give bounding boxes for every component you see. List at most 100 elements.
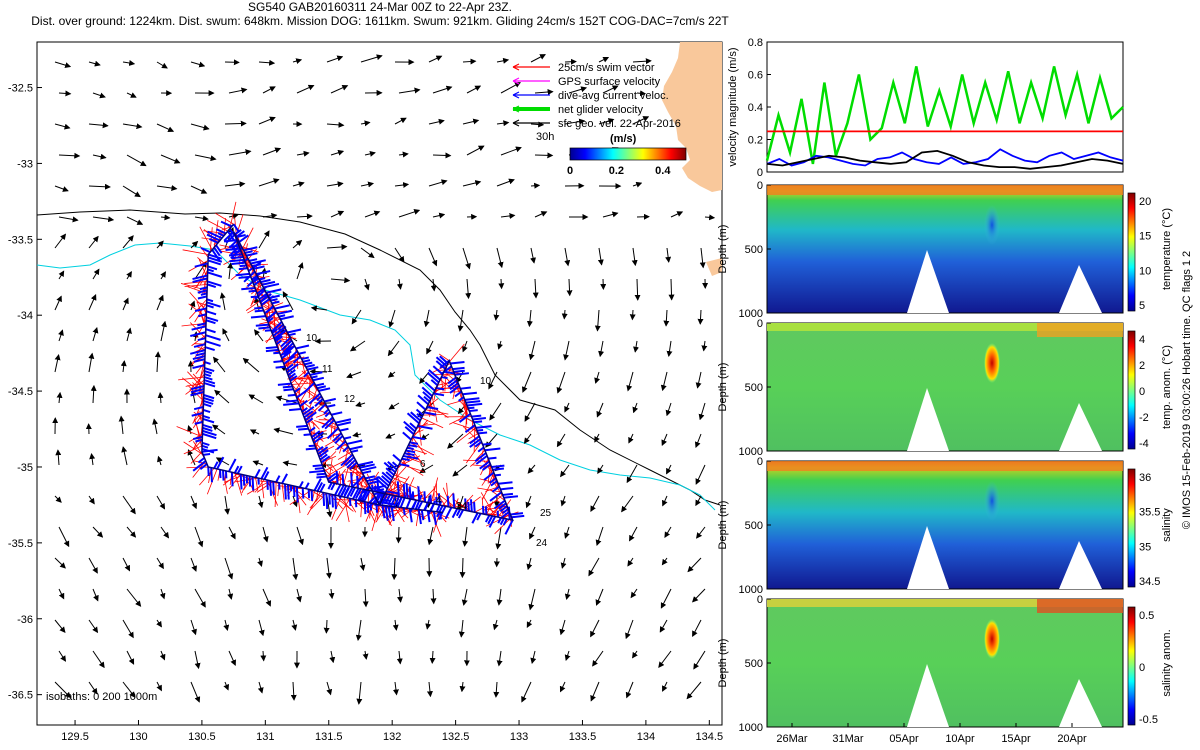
geo-velocity-arrow xyxy=(292,58,303,64)
dac-vector xyxy=(230,472,234,487)
dac-vector xyxy=(340,453,354,467)
geo-velocity-arrow xyxy=(292,181,305,188)
dac-vector xyxy=(497,517,502,524)
swim-vector xyxy=(184,280,208,284)
colorbar-label: temperature (°C) xyxy=(1161,208,1173,290)
dac-vector xyxy=(288,372,296,379)
dac-vector xyxy=(349,461,358,470)
geo-velocity-arrow xyxy=(122,297,129,311)
geo-velocity-arrow xyxy=(632,116,650,125)
swim-vector xyxy=(456,427,477,444)
dac-vector xyxy=(357,488,365,502)
dac-vector xyxy=(333,484,342,497)
dac-vector xyxy=(292,485,296,498)
colorbar-label: salinity anom. xyxy=(1161,629,1173,696)
dac-vector xyxy=(208,238,219,244)
colorbar-tick-label: 5 xyxy=(1139,300,1145,312)
geo-velocity-arrow xyxy=(88,619,99,634)
swim-vector xyxy=(260,301,270,309)
dac-vector xyxy=(446,495,450,507)
geo-velocity-arrow xyxy=(564,526,570,539)
date-tick-label: 31Mar xyxy=(832,733,864,745)
geo-velocity-arrow xyxy=(126,327,132,342)
dac-vector xyxy=(319,453,328,461)
dac-vector xyxy=(286,399,298,403)
dac-vector xyxy=(280,339,293,351)
dac-vector xyxy=(191,325,207,331)
dac-vector xyxy=(471,512,479,524)
geo-velocity-arrow xyxy=(568,86,588,94)
dac-vector xyxy=(205,319,216,325)
geo-velocity-arrow xyxy=(489,402,502,421)
swim-vector xyxy=(453,422,478,432)
geo-velocity-arrow xyxy=(427,526,434,546)
swim-vector xyxy=(291,382,315,385)
dac-vector xyxy=(363,501,367,515)
date-tick-label: 10Apr xyxy=(945,733,975,745)
dac-vector xyxy=(283,402,299,406)
swim-vector xyxy=(195,422,203,449)
dac-vector xyxy=(206,233,221,242)
legend-label: dive-avg current veloc. xyxy=(558,90,669,102)
dac-vector xyxy=(190,388,205,394)
geo-velocity-arrow xyxy=(602,85,619,94)
geo-velocity-arrow xyxy=(122,619,134,639)
dac-vector xyxy=(346,439,363,445)
geo-velocity-arrow xyxy=(394,247,405,263)
dac-vector xyxy=(381,505,386,519)
dac-vector xyxy=(192,277,208,284)
dac-vector xyxy=(484,447,501,452)
dac-vector xyxy=(502,492,514,496)
dac-vector xyxy=(312,431,324,441)
geo-velocity-arrow xyxy=(432,85,453,94)
dac-vector xyxy=(488,456,497,460)
geo-velocity-arrow xyxy=(156,240,164,249)
geo-velocity-arrow xyxy=(660,371,668,392)
geo-velocity-arrow xyxy=(626,464,638,484)
swim-vector xyxy=(199,384,204,408)
geo-velocity-arrow xyxy=(58,588,65,600)
geo-velocity-arrow xyxy=(590,495,600,513)
geo-velocity-arrow xyxy=(215,457,230,466)
geo-velocity-arrow xyxy=(662,495,668,507)
swim-vector xyxy=(324,460,346,472)
geo-velocity-arrow xyxy=(156,185,178,191)
geo-velocity-arrow xyxy=(496,178,515,187)
geo-velocity-arrow xyxy=(398,87,421,94)
geo-velocity-arrow xyxy=(452,464,468,477)
dac-vector xyxy=(324,397,336,403)
geo-velocity-arrow xyxy=(224,181,246,188)
dac-vector xyxy=(491,464,505,468)
map-xtick-label: 131 xyxy=(256,731,274,743)
dac-vector xyxy=(197,337,206,342)
geo-velocity-arrow xyxy=(696,526,706,539)
swim-vector xyxy=(462,426,483,445)
geo-velocity-arrow xyxy=(426,681,433,698)
geo-velocity-arrow xyxy=(425,619,432,630)
geo-velocity-arrow xyxy=(398,151,409,158)
dac-vector xyxy=(406,412,420,425)
dac-vector xyxy=(392,453,402,463)
dac-vector xyxy=(197,295,208,300)
dac-vector xyxy=(482,442,492,446)
geo-velocity-arrow xyxy=(385,433,396,439)
dac-vector xyxy=(281,350,292,360)
swim-vector xyxy=(187,286,208,294)
dac-vector xyxy=(484,506,488,515)
dac-vector xyxy=(449,385,460,394)
geo-velocity-arrow xyxy=(462,247,471,270)
dac-vector xyxy=(424,411,437,416)
geo-velocity-arrow xyxy=(122,185,141,198)
geo-velocity-arrow xyxy=(212,424,226,435)
dac-vector xyxy=(334,435,344,444)
dac-vector xyxy=(365,475,376,480)
swim-vector xyxy=(178,376,205,381)
speed-colorbar-ticks: 0 0.2 0.4 xyxy=(567,165,671,177)
swim-vector xyxy=(192,409,204,424)
isobath-legend: isobaths: 0 200 1000m xyxy=(46,691,157,703)
dac-vector xyxy=(331,411,343,416)
geo-velocity-arrow xyxy=(496,247,504,269)
geo-velocity-arrow xyxy=(92,92,106,99)
geo-velocity-arrow xyxy=(156,123,175,132)
